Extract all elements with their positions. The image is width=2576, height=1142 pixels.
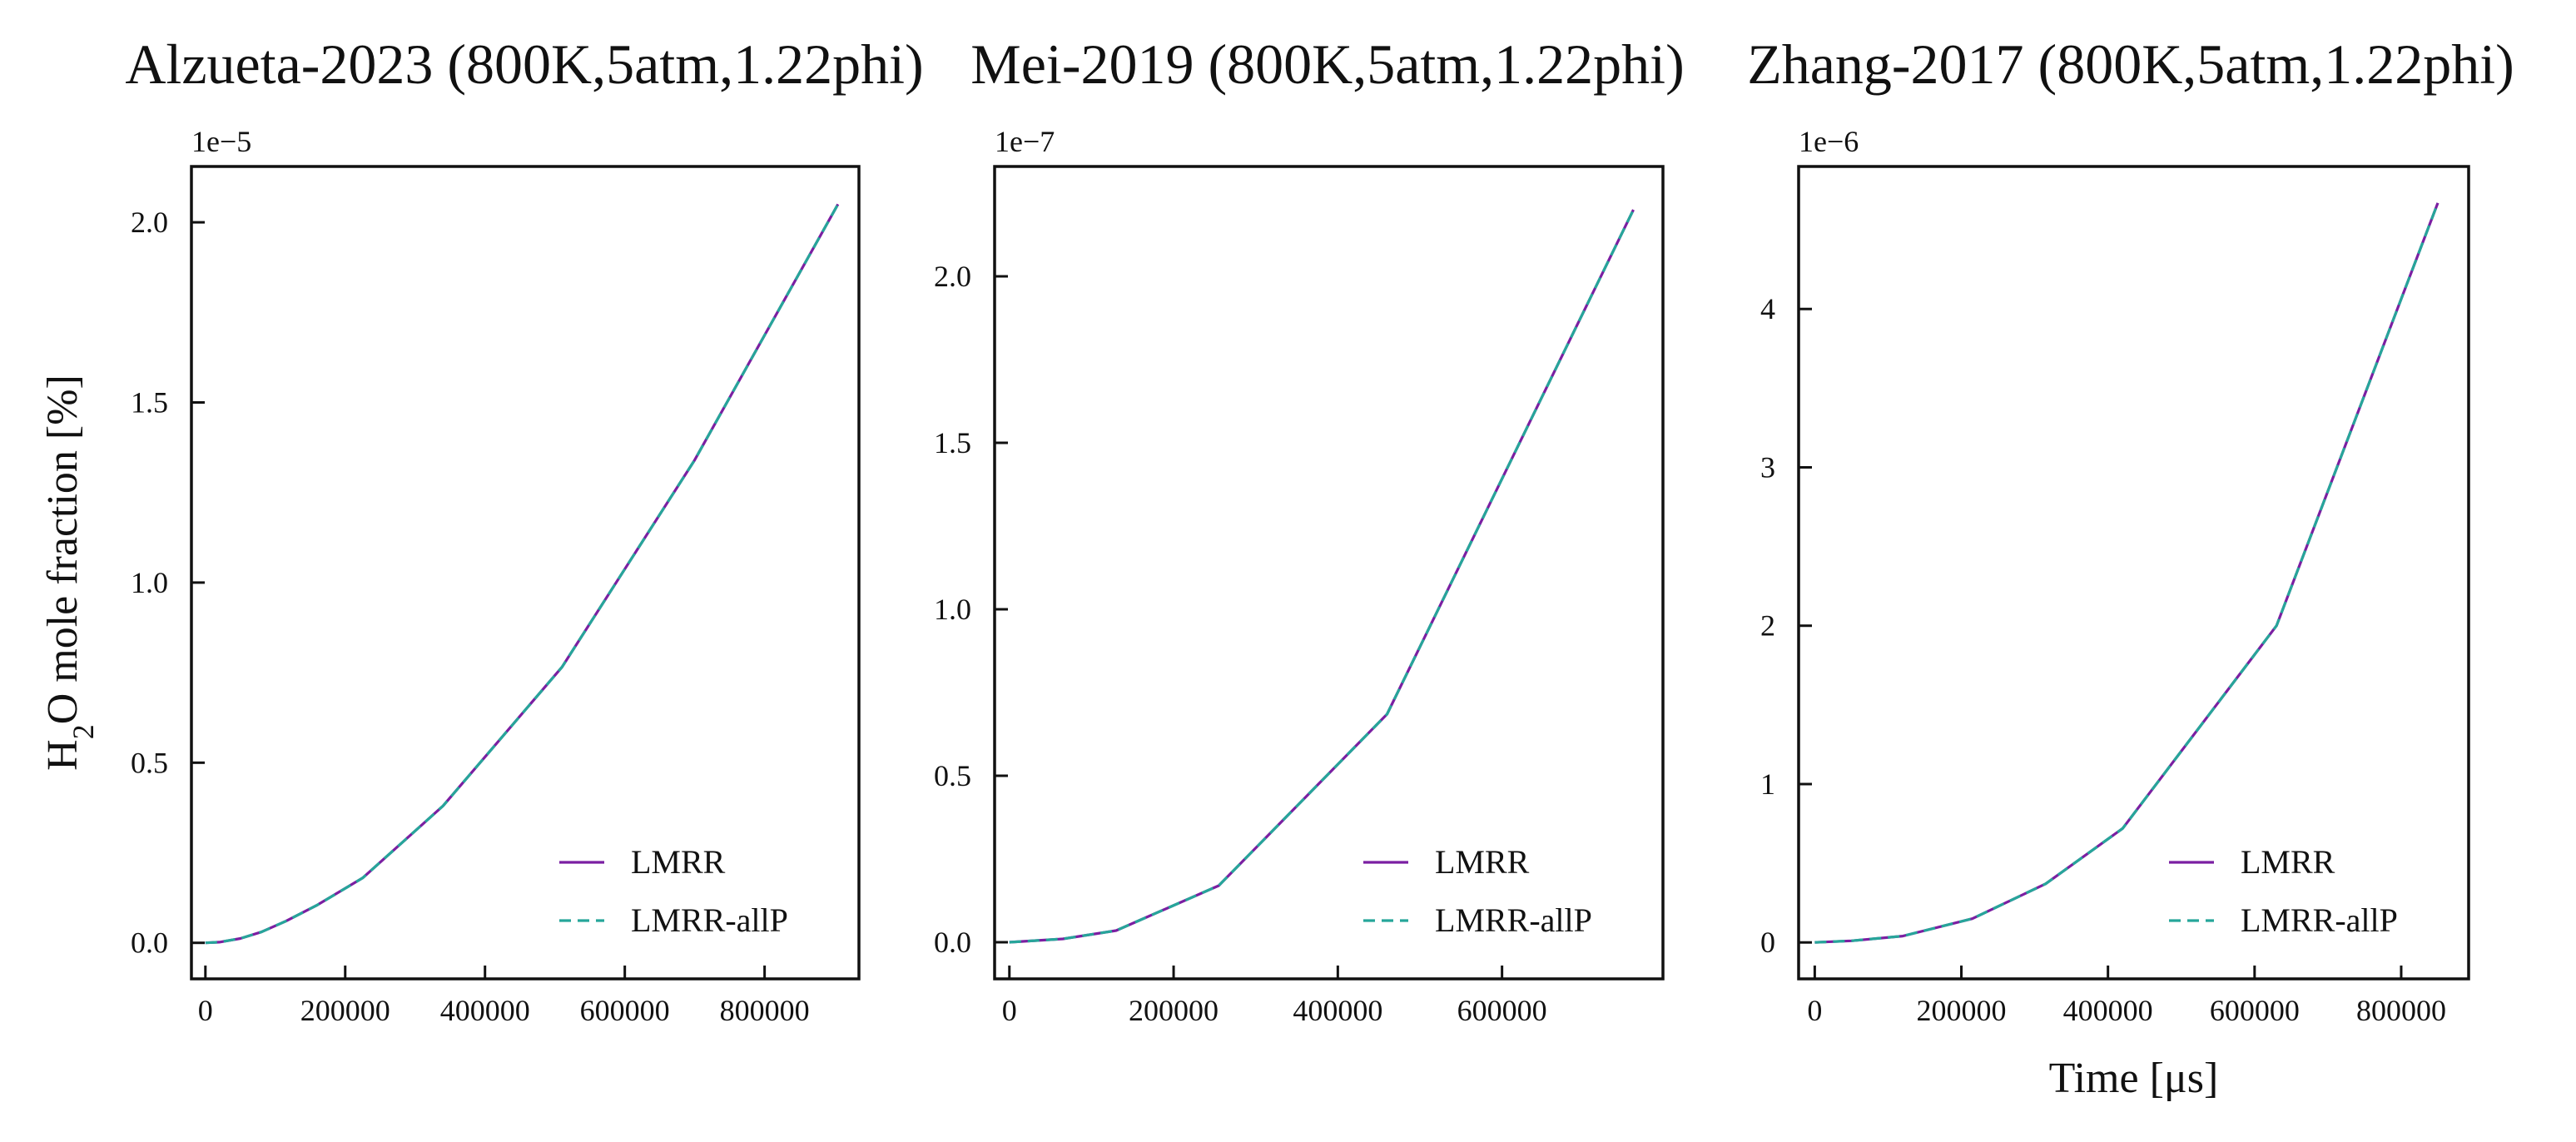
x-tick-label: 800000: [720, 994, 810, 1027]
chart-title: Zhang-2017 (800K,5atm,1.22phi): [1747, 32, 2514, 96]
series-line-lmrr-allp: [1009, 209, 1635, 944]
y-tick-label: 0.0: [934, 926, 971, 959]
chart-panel-1: Alzueta-2023 (800K,5atm,1.22phi) 1e−5 0 200…: [125, 32, 923, 1027]
legend-label: LMRR: [631, 843, 726, 881]
plot-frame: [190, 165, 861, 981]
chart-title: Mei-2019 (800K,5atm,1.22phi): [970, 32, 1684, 96]
y-offset-label: 1e−5: [191, 125, 251, 158]
y-tick-label: 2.0: [131, 206, 168, 239]
series-line-lmrr: [205, 203, 840, 945]
x-tick-label: 0: [1807, 994, 1822, 1027]
chart-panel-3: Zhang-2017 (800K,5atm,1.22phi) 1e−6 0 20000…: [1747, 32, 2514, 1027]
y-offset-label: 1e−7: [995, 125, 1055, 158]
legend-label: LMRR-allP: [2241, 901, 2398, 939]
plot-frame: [993, 165, 1665, 981]
y-tick-label: 1.5: [131, 385, 168, 419]
plot-frame: [1797, 165, 2470, 981]
legend-label: LMRR: [2241, 843, 2335, 881]
chart-panel-2: Mei-2019 (800K,5atm,1.22phi) 1e−7 0 200000 4…: [934, 32, 1685, 1027]
x-tick-label: 0: [1002, 994, 1017, 1027]
x-tick-label: 200000: [1129, 994, 1219, 1027]
y-offset-label: 1e−6: [1799, 125, 1859, 158]
y-tick-label: 1: [1760, 767, 1775, 801]
x-tick-label: 400000: [440, 994, 530, 1027]
x-tick-label: 400000: [2063, 994, 2153, 1027]
x-tick-label: 600000: [580, 994, 670, 1027]
x-tick-label: 600000: [1457, 994, 1547, 1027]
y-tick-label: 0.0: [131, 926, 168, 960]
y-tick-label: 1.0: [131, 566, 168, 599]
y-tick-label: 0.5: [131, 746, 168, 779]
x-tick-label: 200000: [300, 994, 390, 1027]
y-tick-label: 2.0: [934, 260, 971, 293]
x-tick-label: 400000: [1293, 994, 1382, 1027]
x-tick-label: 800000: [2356, 994, 2446, 1027]
legend-label: LMRR-allP: [631, 901, 788, 939]
legend-label: LMRR-allP: [1435, 901, 1592, 939]
y-tick-label: 4: [1760, 292, 1775, 325]
y-axis-label: H2O mole fraction [%]: [39, 375, 100, 771]
x-axis-label: Time [μs]: [2049, 1055, 2219, 1102]
y-tick-label: 3: [1760, 450, 1775, 484]
chart-title: Alzueta-2023 (800K,5atm,1.22phi): [125, 32, 923, 96]
x-tick-label: 600000: [2210, 994, 2300, 1027]
y-tick-label: 2: [1760, 609, 1775, 643]
y-tick-label: 1.0: [934, 593, 971, 626]
y-tick-label: 0: [1760, 926, 1775, 959]
y-tick-label: 1.5: [934, 426, 971, 459]
series-line-lmrr: [1814, 202, 2440, 944]
legend-label: LMRR: [1435, 843, 1530, 881]
x-tick-label: 0: [198, 994, 213, 1027]
series-line-lmrr-allp: [1814, 202, 2440, 944]
y-tick-label: 0.5: [934, 759, 971, 792]
x-tick-label: 200000: [1917, 994, 2007, 1027]
series-line-lmrr: [1009, 209, 1635, 944]
series-line-lmrr-allp: [205, 203, 840, 945]
